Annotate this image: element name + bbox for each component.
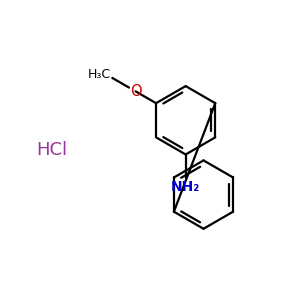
Text: NH₂: NH₂ (171, 180, 200, 194)
Text: O: O (130, 84, 141, 99)
Text: H₃C: H₃C (88, 68, 111, 82)
Text: HCl: HCl (36, 141, 68, 159)
